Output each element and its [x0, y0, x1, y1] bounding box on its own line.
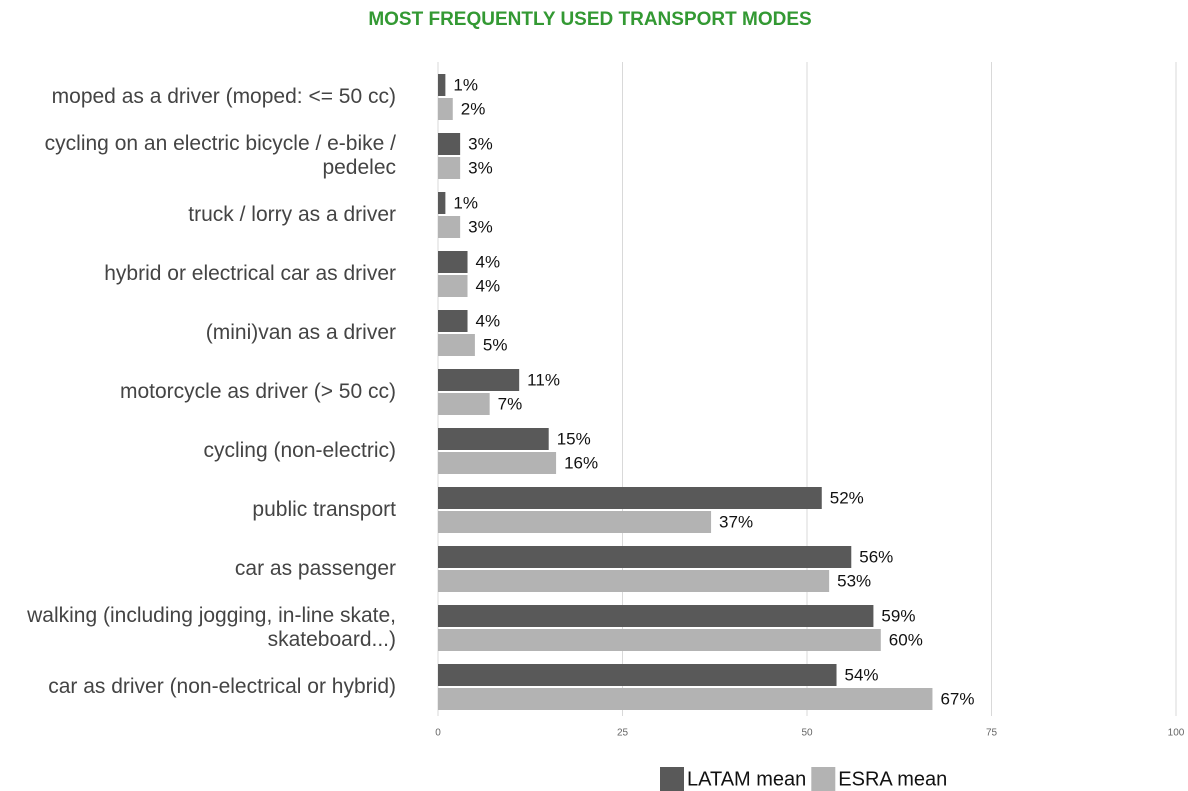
value-label: 4% [476, 252, 501, 271]
bar [438, 157, 461, 179]
chart-title: MOST FREQUENTLY USED TRANSPORT MODES [368, 9, 811, 30]
bar [438, 251, 468, 273]
legend-label: LATAM mean [687, 768, 806, 790]
bar [438, 334, 475, 356]
y-tick-label: hybrid or electrical car as driver [104, 262, 396, 285]
value-label: 3% [468, 158, 493, 177]
value-label: 5% [483, 335, 508, 354]
x-tick-label: 25 [617, 728, 629, 739]
bar [438, 216, 461, 238]
bar [438, 74, 446, 96]
value-label: 16% [564, 453, 598, 472]
bar [438, 688, 933, 710]
value-label: 15% [557, 429, 591, 448]
y-tick-label: walking (including jogging, in-line skat… [27, 604, 396, 651]
bar [438, 192, 446, 214]
y-tick-label: public transport [252, 498, 396, 521]
value-label: 3% [468, 217, 493, 236]
bar [438, 570, 830, 592]
legend-swatch [660, 767, 684, 791]
value-label: 52% [830, 488, 864, 507]
legend-label: ESRA mean [838, 768, 947, 790]
y-tick-label: cycling on an electric bicycle / e-bike … [44, 132, 396, 179]
value-label: 37% [719, 512, 753, 531]
y-tick-label: car as passenger [234, 557, 396, 580]
value-label: 4% [476, 311, 501, 330]
value-label: 54% [845, 665, 879, 684]
value-label: 4% [476, 276, 501, 295]
value-label: 60% [889, 630, 923, 649]
legend-swatch [811, 767, 836, 791]
value-label: 59% [881, 606, 915, 625]
y-tick-label: (mini)van as a driver [205, 321, 396, 344]
bar [438, 664, 837, 686]
value-label: 1% [453, 75, 478, 94]
bar [438, 369, 520, 391]
x-tick-label: 50 [801, 728, 813, 739]
y-tick-label: moped as a driver (moped: <= 50 cc) [51, 85, 396, 108]
bar [438, 428, 549, 450]
x-tick-label: 0 [435, 728, 441, 739]
bar [438, 393, 490, 415]
y-tick-label: truck / lorry as a driver [188, 203, 396, 226]
bar [438, 98, 453, 120]
value-label: 11% [527, 370, 560, 389]
x-tick-label: 100 [1168, 728, 1185, 739]
value-label: 7% [498, 394, 523, 413]
bar [438, 275, 468, 297]
y-tick-label: cycling (non-electric) [203, 439, 396, 462]
y-tick-label: car as driver (non-electrical or hybrid) [48, 675, 396, 698]
value-label: 56% [859, 547, 893, 566]
value-label: 53% [837, 571, 871, 590]
x-tick-label: 75 [986, 728, 998, 739]
bar [438, 133, 461, 155]
bar [438, 452, 557, 474]
value-label: 67% [940, 689, 974, 708]
bar [438, 310, 468, 332]
value-label: 3% [468, 134, 493, 153]
bar [438, 487, 822, 509]
bar [438, 605, 874, 627]
y-tick-label: motorcycle as driver (> 50 cc) [120, 380, 396, 403]
bar [438, 546, 852, 568]
value-label: 1% [453, 193, 478, 212]
bar [438, 511, 712, 533]
bar [438, 629, 881, 651]
value-label: 2% [461, 99, 486, 118]
